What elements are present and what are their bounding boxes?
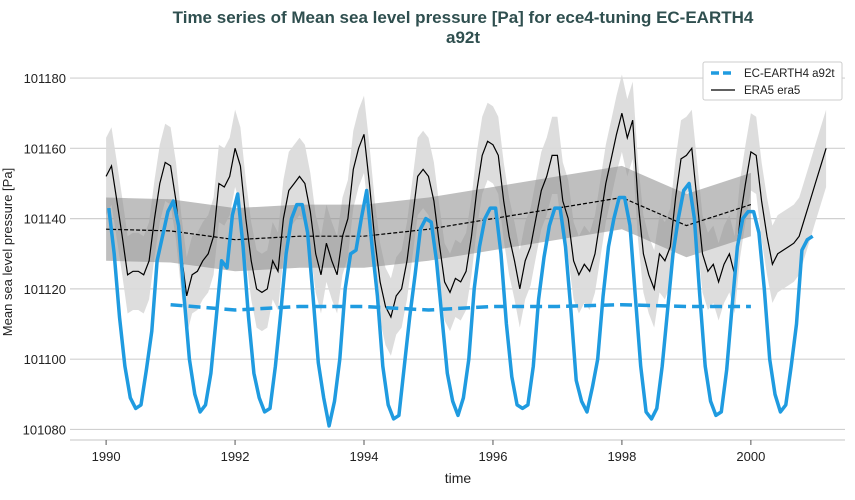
era5-monthly-spread-band — [106, 74, 827, 356]
x-tick-label: 1994 — [350, 449, 379, 464]
x-tick-label: 1992 — [221, 449, 250, 464]
series-lines — [105, 113, 827, 428]
y-tick-label: 101080 — [23, 422, 66, 437]
x-tick-label: 1996 — [479, 449, 508, 464]
y-axis-label: Mean sea level pressure [Pa] — [0, 168, 15, 336]
ec-earth-monthly-line — [107, 181, 814, 428]
legend-box — [702, 61, 843, 101]
y-tick-label: 101180 — [24, 71, 66, 86]
legend: EC-EARTH4 a92t ERA5 era5 — [702, 61, 843, 101]
era5-annual-mean-line — [106, 196, 752, 241]
x-tick-labels: 1990 1992 1994 1996 1998 2000 — [92, 440, 765, 464]
ec-earth-annual-mean-line — [170, 302, 751, 312]
x-tick-label: 1990 — [92, 449, 121, 464]
y-tick-label: 101140 — [24, 212, 66, 227]
x-tick-label: 2000 — [736, 449, 765, 464]
y-tick-labels: 101080 101100 101120 101140 101160 101180 — [23, 71, 66, 437]
y-tick-label: 101120 — [24, 282, 66, 297]
era5-monthly-line — [105, 113, 827, 319]
y-tick-label: 101160 — [24, 141, 66, 156]
bands — [106, 74, 827, 356]
legend-era5-label: ERA5 era5 — [744, 85, 800, 97]
x-tick-label: 1998 — [607, 449, 636, 464]
legend-ec-earth-label: EC-EARTH4 a92t — [744, 68, 835, 80]
chart-title-line2: a92t — [446, 28, 480, 47]
x-axis-label: time — [445, 470, 472, 486]
y-tick-label: 101100 — [24, 352, 66, 367]
chart-title-line1: Time series of Mean sea level pressure [… — [173, 8, 754, 27]
